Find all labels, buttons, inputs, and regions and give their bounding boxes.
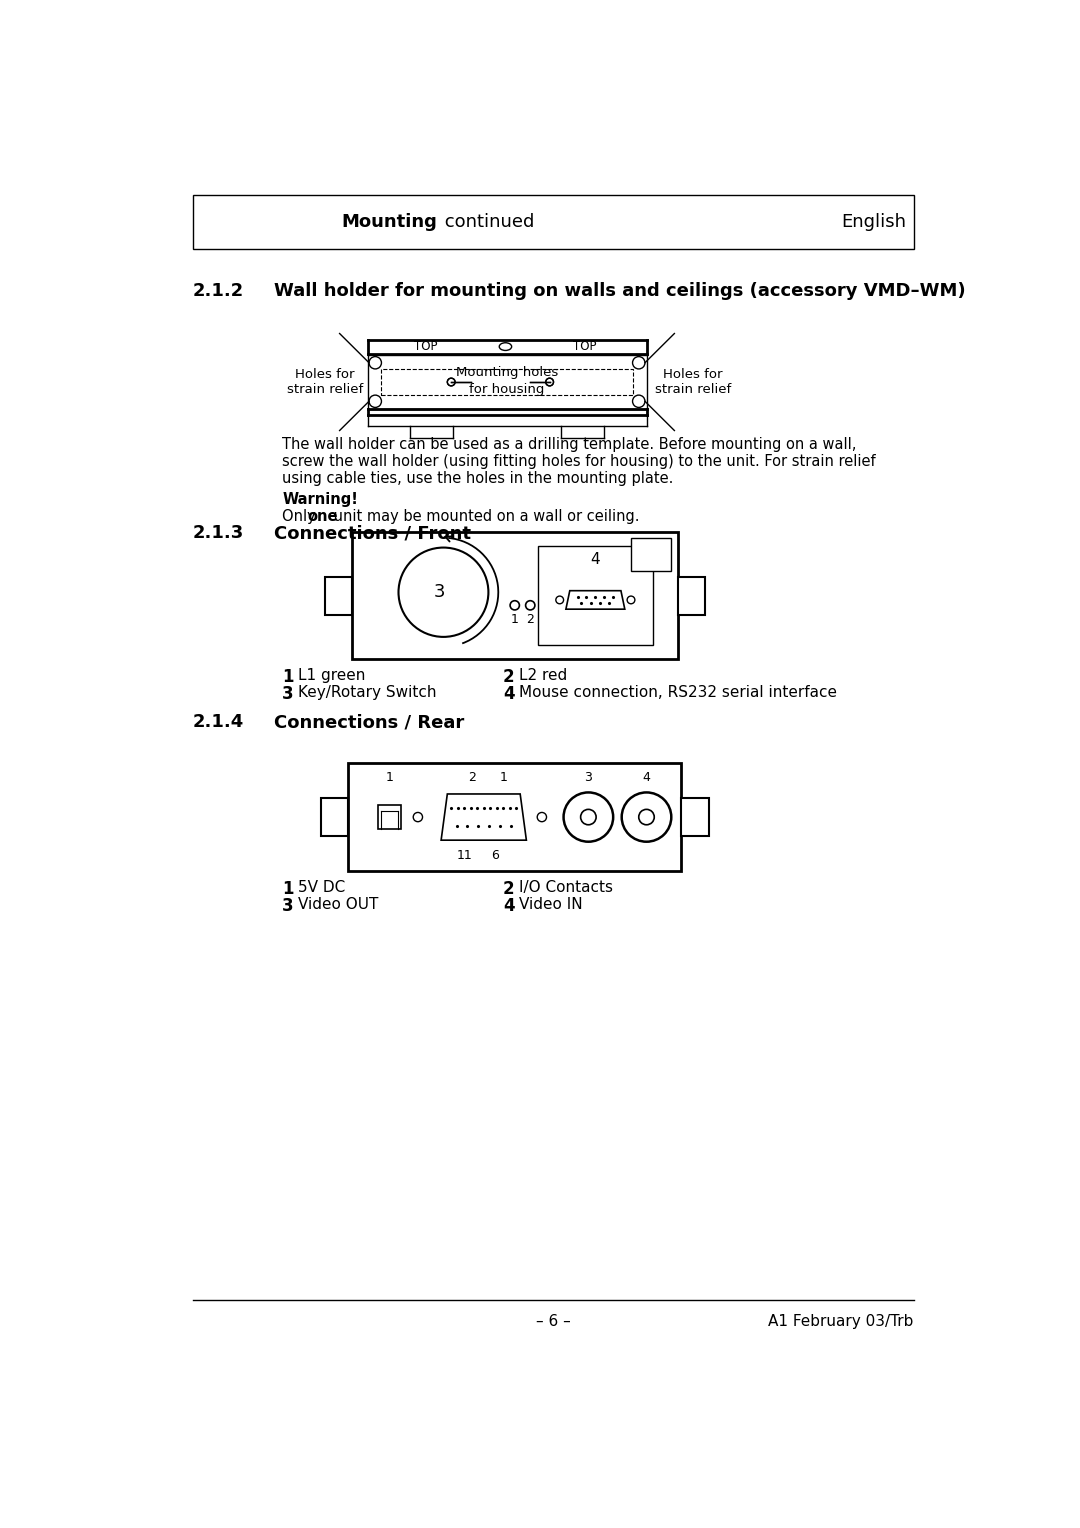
Text: Wall holder for mounting on walls and ceilings (accessory VMD–WM): Wall holder for mounting on walls and ce…	[274, 283, 967, 299]
Bar	[348, 762, 681, 871]
Bar	[677, 578, 704, 616]
Text: using cable ties, use the holes in the mounting plate.: using cable ties, use the holes in the m…	[282, 471, 674, 486]
Text: English: English	[841, 212, 906, 231]
Text: 1: 1	[282, 880, 294, 898]
Text: 2: 2	[503, 668, 515, 686]
Text: 4: 4	[643, 770, 650, 784]
Text: strain relief: strain relief	[287, 384, 363, 396]
Text: Video IN: Video IN	[518, 897, 582, 912]
Text: Connections / Rear: Connections / Rear	[274, 714, 464, 730]
Text: continued: continued	[438, 212, 535, 231]
Bar	[631, 538, 672, 570]
Text: 3: 3	[282, 897, 294, 915]
Text: 2: 2	[503, 880, 515, 898]
Text: 2: 2	[526, 613, 535, 626]
Text: A1 February 03/Trb: A1 February 03/Trb	[769, 1314, 914, 1329]
Text: 5V DC: 5V DC	[298, 880, 345, 895]
Text: 3: 3	[584, 770, 592, 784]
Text: L1 green: L1 green	[298, 668, 365, 683]
Bar	[325, 578, 352, 616]
Text: Key/Rotary Switch: Key/Rotary Switch	[298, 686, 436, 700]
Text: screw the wall holder (using fitting holes for housing) to the unit. For strain : screw the wall holder (using fitting hol…	[282, 454, 876, 469]
Text: 11: 11	[457, 848, 472, 862]
Bar	[193, 196, 914, 249]
Text: 4: 4	[503, 686, 515, 703]
Text: Connections / Front: Connections / Front	[274, 524, 472, 542]
Bar	[538, 545, 652, 645]
Text: for housing: for housing	[470, 384, 544, 396]
Text: 1: 1	[282, 668, 294, 686]
Text: 2: 2	[469, 770, 476, 784]
Text: Mounting: Mounting	[341, 212, 437, 231]
Text: The wall holder can be used as a drilling template. Before mounting on a wall,: The wall holder can be used as a drillin…	[282, 437, 856, 452]
Text: L2 red: L2 red	[518, 668, 567, 683]
Bar	[681, 798, 708, 836]
Text: 3: 3	[434, 584, 445, 601]
Text: Holes for: Holes for	[663, 368, 723, 380]
Text: TOP: TOP	[414, 341, 437, 353]
Text: I/O Contacts: I/O Contacts	[518, 880, 612, 895]
Text: strain relief: strain relief	[654, 384, 731, 396]
Text: Holes for: Holes for	[295, 368, 354, 380]
Text: 2.1.3: 2.1.3	[193, 524, 244, 542]
Text: 2.1.4: 2.1.4	[193, 714, 244, 730]
Text: 4: 4	[591, 552, 600, 567]
Text: Mouse connection, RS232 serial interface: Mouse connection, RS232 serial interface	[518, 686, 837, 700]
Bar	[352, 532, 677, 659]
Text: 4: 4	[503, 897, 515, 915]
Text: TOP: TOP	[572, 341, 596, 353]
Text: Only: Only	[282, 509, 321, 524]
Text: 2.1.2: 2.1.2	[193, 283, 244, 299]
Text: 6: 6	[491, 848, 499, 862]
Text: Video OUT: Video OUT	[298, 897, 378, 912]
Text: unit may be mounted on a wall or ceiling.: unit may be mounted on a wall or ceiling…	[328, 509, 639, 524]
Text: Warning!: Warning!	[282, 492, 359, 507]
Bar	[367, 354, 647, 410]
Text: Mounting holes: Mounting holes	[456, 367, 558, 379]
Bar	[321, 798, 348, 836]
Bar	[381, 368, 633, 396]
Text: 1: 1	[499, 770, 508, 784]
Text: one: one	[308, 509, 338, 524]
Bar	[378, 805, 401, 830]
Text: 3: 3	[282, 686, 294, 703]
Text: 1: 1	[386, 770, 393, 784]
Text: – 6 –: – 6 –	[536, 1314, 571, 1329]
Text: 1: 1	[511, 613, 518, 626]
